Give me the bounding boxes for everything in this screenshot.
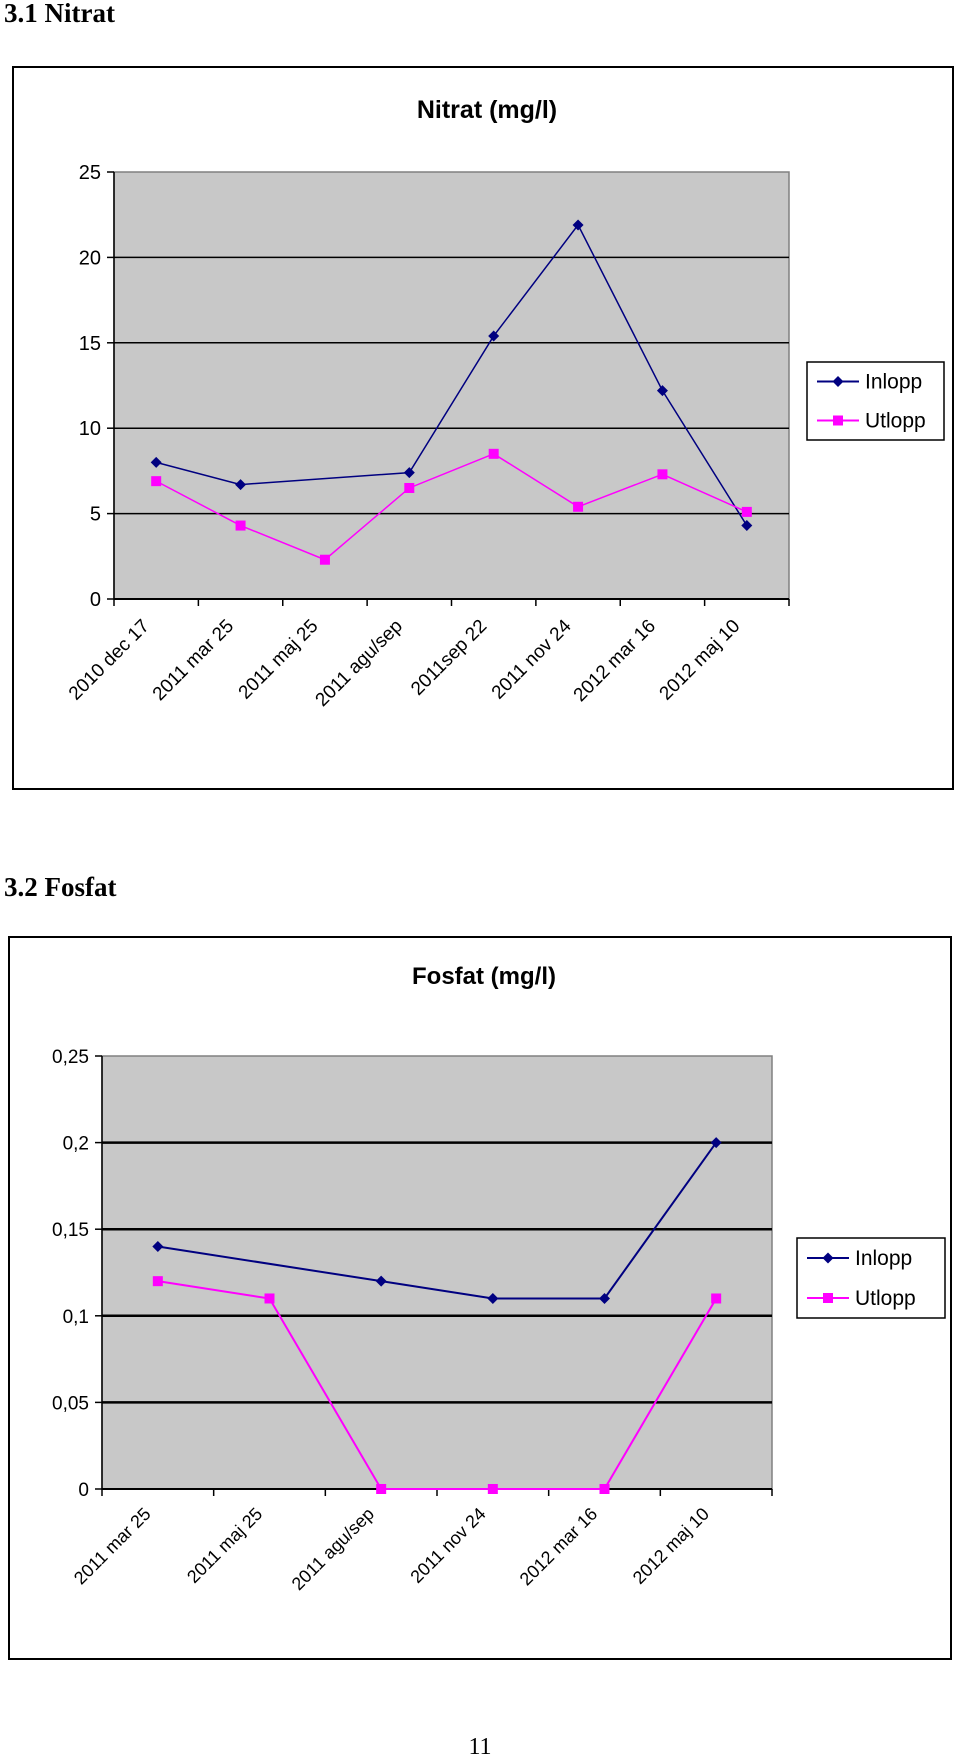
y-tick-label: 15 <box>79 333 101 355</box>
x-tick-label: 2011 mar 25 <box>149 616 238 705</box>
legend-label-inlopp: Inlopp <box>855 1247 912 1270</box>
page-number: 11 <box>468 1734 492 1760</box>
legend-marker-inlopp <box>822 1252 834 1264</box>
data-point-utlopp <box>711 1293 722 1304</box>
x-tick-label: 2012 mar 16 <box>570 616 660 706</box>
data-point-utlopp <box>319 554 330 565</box>
legend <box>806 361 945 441</box>
x-tick-label: 2012 maj 10 <box>656 616 745 705</box>
fosfat-chart: Fosfat (mg/l) 0 0,05 0,1 0,15 0,2 0,25 2011 mar… <box>52 963 946 1594</box>
data-point-utlopp <box>264 1293 275 1304</box>
x-tick-label: 2011 agu/sep <box>288 1504 378 1594</box>
section-heading-fosfat: 3.2 Fosfat <box>4 872 117 902</box>
x-tick-label: 2011 mar 25 <box>70 1504 155 1589</box>
y-tick-label: 5 <box>90 504 101 526</box>
data-point-inlopp <box>375 1275 387 1287</box>
y-tick-label: 0,15 <box>52 1220 89 1241</box>
data-point-utlopp <box>151 476 162 487</box>
series-line-utlopp <box>155 452 748 561</box>
data-point-inlopp <box>487 1292 499 1304</box>
y-tick-label: 0,25 <box>52 1047 89 1068</box>
legend-label-utlopp: Utlopp <box>865 410 926 433</box>
data-point-utlopp <box>235 520 246 531</box>
section-heading-nitrat: 3.1 Nitrat <box>4 0 115 28</box>
data-point-inlopp <box>599 1292 610 1304</box>
y-tick-label: 0,2 <box>63 1134 89 1155</box>
x-tick-label: 2012 mar 16 <box>516 1504 602 1590</box>
data-point-inlopp <box>656 385 668 397</box>
data-point-inlopp <box>488 330 500 342</box>
x-tick-label: 2011 maj 25 <box>235 616 323 704</box>
legend <box>796 1237 946 1319</box>
data-point-utlopp <box>657 469 668 480</box>
legend-label-utlopp: Utlopp <box>855 1287 916 1310</box>
y-tick-label: 0 <box>90 589 101 611</box>
y-tick-label: 25 <box>79 162 101 184</box>
legend-marker-utlopp <box>823 1293 833 1303</box>
data-point-utlopp <box>573 501 584 512</box>
data-point-inlopp <box>152 1241 164 1253</box>
data-point-utlopp <box>376 1484 387 1494</box>
data-point-utlopp <box>488 448 499 459</box>
x-tick-label: 2010 dec 17 <box>65 616 154 705</box>
y-tick-label: 10 <box>79 418 101 440</box>
y-tick-label: 0 <box>78 1480 89 1501</box>
data-point-inlopp <box>235 479 247 491</box>
data-point-utlopp <box>599 1484 610 1494</box>
plot-area <box>113 171 790 600</box>
y-tick-label: 0,1 <box>63 1307 89 1328</box>
data-point-inlopp <box>572 219 584 231</box>
x-tick-label: 2011 maj 25 <box>183 1504 266 1587</box>
nitrat-chart-frame: Nitrat (mg/l) 0 5 10 15 20 25 2010 dec 17 2011 m… <box>12 66 954 790</box>
data-point-inlopp <box>403 467 415 479</box>
data-point-utlopp <box>404 482 415 493</box>
data-point-inlopp <box>150 456 162 468</box>
plot-area <box>101 1055 773 1490</box>
chart-title: Nitrat (mg/l) <box>417 96 557 124</box>
data-point-inlopp <box>741 520 753 532</box>
data-point-utlopp <box>741 506 752 517</box>
data-point-utlopp <box>487 1484 498 1494</box>
legend-marker-utlopp <box>833 415 843 426</box>
series-line-utlopp <box>157 1280 718 1490</box>
x-tick-label: 2011 nov 24 <box>406 1504 489 1587</box>
y-tick-label: 20 <box>79 247 101 269</box>
x-tick-label: 2012 maj 10 <box>629 1504 713 1588</box>
chart-title: Fosfat (mg/l) <box>412 963 556 990</box>
x-tick-label: 2011 agu/sep <box>312 616 407 711</box>
data-point-inlopp <box>710 1137 722 1149</box>
x-tick-label: 2011 nov 24 <box>488 615 576 703</box>
legend-marker-inlopp <box>832 376 844 387</box>
x-tick-label: 2011sep 22 <box>407 616 491 700</box>
y-tick-label: 0,05 <box>52 1393 89 1414</box>
legend-label-inlopp: Inlopp <box>865 371 922 394</box>
fosfat-chart-frame: Fosfat (mg/l) 0 0,05 0,1 0,15 0,2 0,25 2011 mar… <box>8 936 952 1660</box>
data-point-utlopp <box>152 1276 163 1287</box>
